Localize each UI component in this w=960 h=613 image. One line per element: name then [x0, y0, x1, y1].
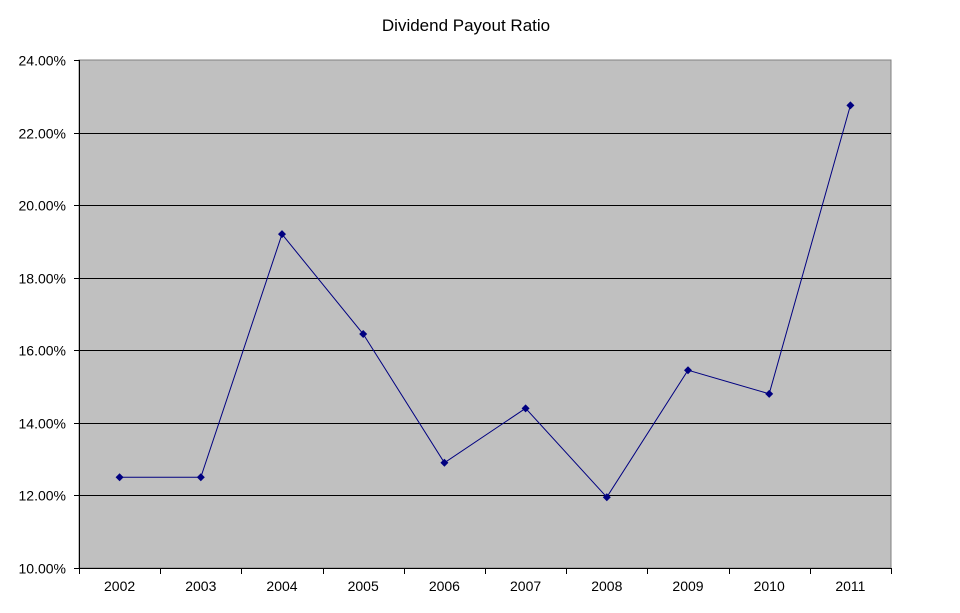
y-tick-label: 10.00%	[19, 561, 66, 577]
plot-area	[78, 59, 892, 569]
data-point	[115, 473, 124, 482]
series-layer	[115, 101, 855, 502]
y-axis: 10.00% 12.00% 14.00% 16.00% 18.00% 20.00% 22.0…	[19, 53, 80, 577]
x-tick-label: 2007	[510, 578, 541, 594]
x-tick-label: 2004	[266, 578, 297, 594]
data-point	[521, 404, 530, 413]
data-point	[846, 101, 855, 110]
y-tick-label: 20.00%	[19, 198, 66, 214]
y-tick-label: 18.00%	[19, 271, 66, 287]
data-point	[684, 366, 692, 375]
y-tick-label: 14.00%	[19, 416, 66, 432]
data-point	[196, 473, 205, 482]
y-tick-label: 12.00%	[19, 488, 66, 504]
y-tick-label: 16.00%	[19, 343, 66, 359]
data-point	[359, 329, 368, 338]
x-tick-label: 2005	[348, 578, 379, 594]
x-tick-label: 2003	[185, 578, 216, 594]
gridlines	[79, 133, 891, 496]
x-tick-label: 2011	[835, 578, 865, 594]
x-axis: 2002 2003 2004 2005 2006 2007 2008 2009 2010 2011	[79, 568, 892, 594]
x-tick-label: 2010	[754, 578, 785, 594]
data-point	[278, 230, 286, 239]
chart-title: Dividend Payout Ratio	[382, 16, 550, 35]
x-tick-label: 2009	[672, 578, 703, 594]
y-tick-label: 24.00%	[19, 53, 66, 69]
data-point	[765, 389, 774, 398]
x-tick-label: 2008	[591, 578, 622, 594]
x-tick-label: 2002	[104, 578, 135, 594]
data-point	[440, 458, 449, 467]
data-point	[602, 493, 611, 502]
x-tick-label: 2006	[429, 578, 460, 594]
y-tick-label: 22.00%	[19, 126, 66, 142]
series-line	[119, 105, 851, 499]
